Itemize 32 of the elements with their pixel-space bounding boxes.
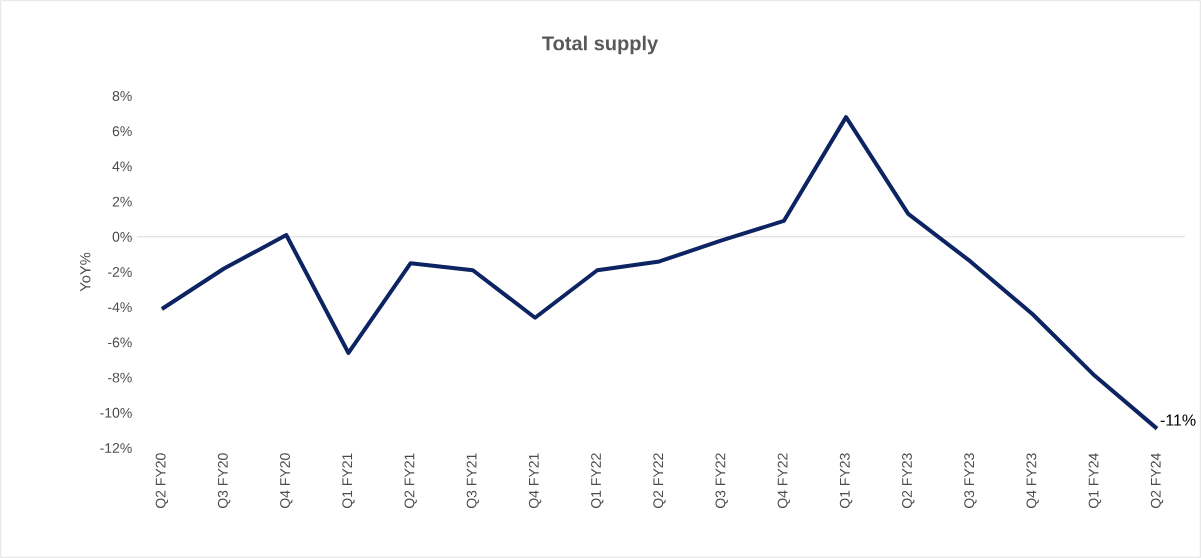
- x-tick-label: Q3 FY23: [964, 453, 977, 509]
- x-tick-label: Q4 FY23: [1026, 453, 1039, 509]
- x-tick-label: Q3 FY20: [217, 453, 231, 509]
- y-tick-label: -10%: [100, 407, 132, 418]
- chart-title: Total supply: [542, 35, 659, 55]
- y-tick-label: -12%: [100, 443, 132, 453]
- y-tick-label: 0%: [112, 231, 132, 242]
- x-tick-label: Q1 FY24: [1088, 453, 1102, 509]
- x-tick-label: Q4 FY22: [777, 453, 791, 509]
- x-tick-label: Q4 FY21: [528, 453, 542, 509]
- y-axis-title: YoY%: [80, 252, 91, 292]
- y-tick-label: 6%: [112, 126, 132, 137]
- y-tick-label: -4%: [108, 302, 132, 313]
- x-tick-label: Q2 FY24: [1150, 453, 1164, 509]
- x-tick-label: Q4 FY20: [280, 453, 293, 509]
- y-tick-label: -8%: [108, 372, 132, 383]
- x-tick-label: Q1 FY23: [839, 453, 853, 509]
- y-tick-label: 8%: [112, 91, 132, 101]
- x-tick-label: Q2 FY21: [404, 453, 417, 509]
- y-tick-label: 4%: [112, 161, 132, 172]
- x-tick-label: Q3 FY21: [466, 453, 480, 509]
- x-tick-label: Q1 FY22: [591, 453, 604, 509]
- x-tick-label: Q2 FY22: [653, 453, 666, 509]
- y-tick-label: -2%: [108, 267, 132, 277]
- line-series: [159, 115, 1160, 431]
- data-label: -11%: [1160, 414, 1196, 426]
- x-tick-label: Q2 FY23: [902, 453, 915, 509]
- y-tick-label: -6%: [108, 337, 132, 348]
- x-tick-label: Q1 FY21: [342, 453, 355, 509]
- x-tick-label: Q3 FY22: [715, 453, 728, 509]
- x-tick-label: Q2 FY20: [155, 453, 169, 509]
- y-tick-label: 2%: [112, 196, 132, 207]
